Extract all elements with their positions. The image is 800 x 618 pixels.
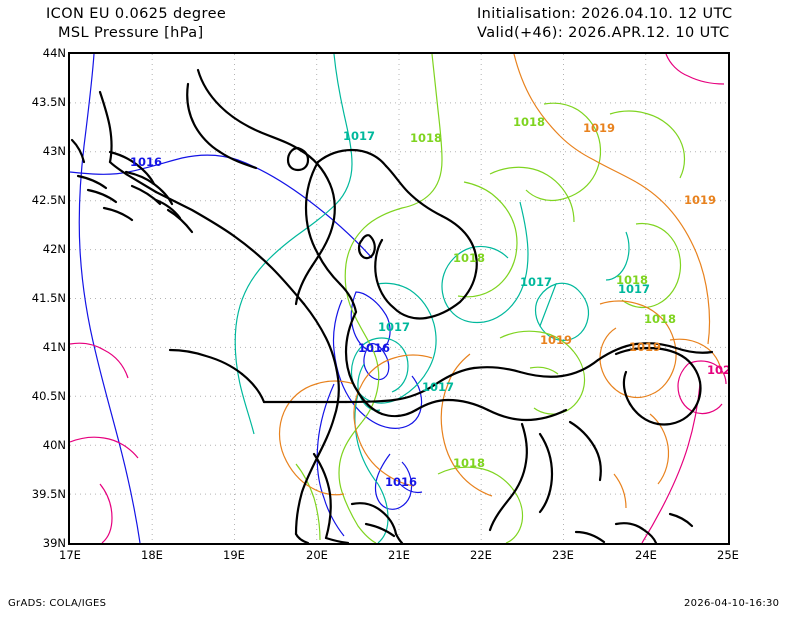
x-tick-label: 18E (141, 548, 163, 562)
x-tick-label: 21E (388, 548, 410, 562)
y-tick-label: 41.5N (31, 291, 66, 305)
y-tick-label: 44N (42, 46, 66, 60)
x-tick-label: 23E (552, 548, 574, 562)
contour-label: 1017 (422, 380, 454, 394)
y-tick-label: 43N (42, 144, 66, 158)
contour-label: 1018 (453, 251, 485, 265)
y-tick-label: 43.5N (31, 95, 66, 109)
valid-time: Valid(+46): 2026.APR.12. 10 UTC (477, 25, 730, 41)
map-plot-area: 1016 1017 1018 1018 1019 1018 1019 1017 … (68, 52, 730, 545)
contour-label: 1016 (130, 155, 162, 169)
contour-label: 1016 (385, 475, 417, 489)
contour-label: 1019 (684, 193, 716, 207)
contour-label: 1018 (644, 312, 676, 326)
isobar-1017 (234, 54, 630, 543)
contour-label: 1017 (343, 129, 375, 143)
y-tick-label: 39.5N (31, 487, 66, 501)
isobar-1020 (70, 54, 727, 543)
contour-label: 1019 (583, 121, 615, 135)
x-tick-label: 24E (635, 548, 657, 562)
contour-label: 1019 (629, 340, 661, 354)
x-tick-label: 22E (470, 548, 492, 562)
x-tick-label: 25E (717, 548, 739, 562)
y-tick-label: 40N (42, 438, 66, 452)
y-tick-label: 40.5N (31, 389, 66, 403)
render-timestamp: 2026-04-10-16:30 (684, 598, 780, 609)
contour-label-group: 1016 1017 1018 1018 1019 1018 1019 1017 … (130, 115, 728, 489)
contour-label: 1018 (616, 273, 648, 287)
contour-label: 1017 (618, 282, 650, 296)
initialisation-time: Initialisation: 2026.04.10. 12 UTC (477, 6, 733, 22)
contour-label: 1018 (453, 456, 485, 470)
contour-label: 1018 (513, 115, 545, 129)
x-tick-label: 19E (223, 548, 245, 562)
grads-credit: GrADS: COLA/IGES (8, 598, 107, 609)
y-tick-label: 42N (42, 242, 66, 256)
x-tick-label: 17E (59, 548, 81, 562)
y-tick-label: 39N (42, 536, 66, 550)
contour-label: 1018 (410, 131, 442, 145)
y-tick-label: 41N (42, 340, 66, 354)
contour-label: 1019 (540, 333, 572, 347)
contour-label: 1017 (378, 320, 410, 334)
x-tick-label: 20E (306, 548, 328, 562)
grid-lines (70, 54, 728, 543)
contour-label: 1016 (358, 341, 390, 355)
contour-label: 1017 (520, 275, 552, 289)
contour-map-svg: 1016 1017 1018 1018 1019 1018 1019 1017 … (70, 54, 728, 543)
y-tick-label: 42.5N (31, 193, 66, 207)
field-title: MSL Pressure [hPa] (58, 25, 204, 41)
contour-label: 1020 (707, 363, 728, 377)
model-title: ICON EU 0.0625 degree (46, 6, 227, 22)
isobar-1019 (278, 54, 723, 509)
isobar-1018 (295, 54, 686, 543)
coastlines-and-borders (70, 68, 714, 543)
